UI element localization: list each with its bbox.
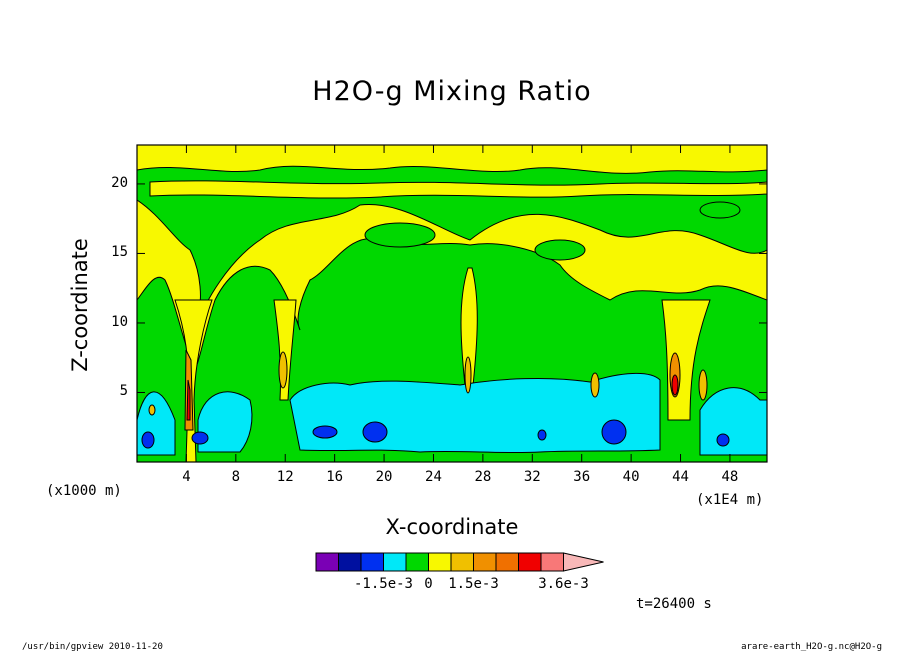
blue-core — [312, 425, 338, 439]
colorbar-label: 0 — [424, 576, 433, 592]
chart-title: H2O-g Mixing Ratio — [312, 76, 592, 107]
colorbar-swatch — [338, 552, 362, 572]
x-tick-label: 36 — [573, 469, 591, 485]
x-tick-label: 28 — [474, 469, 492, 485]
blue-core — [716, 433, 730, 447]
contour-field — [137, 145, 767, 462]
orange-core — [148, 404, 156, 416]
colorbar-swatch — [428, 552, 452, 572]
x-tick-label: 16 — [326, 469, 344, 485]
x-tick-label: 8 — [231, 469, 241, 485]
colorbar-label: 3.6e-3 — [538, 576, 589, 592]
x-unit-label: (x1000 m) — [46, 483, 122, 499]
orange-core — [698, 369, 708, 401]
y-axis-label: Z-coordinate — [68, 238, 92, 372]
plot-frame — [136, 144, 768, 463]
colorbar-swatch — [360, 552, 384, 572]
y-tick-label: 10 — [111, 313, 128, 330]
y-tick-label: 15 — [111, 244, 128, 261]
x-tick-label: 44 — [672, 469, 689, 485]
lower-cyan-layer — [289, 372, 661, 454]
x-tick-label: 40 — [622, 469, 640, 485]
colorbar-swatch — [495, 552, 519, 572]
tower-4 — [174, 299, 213, 462]
x-scale-note: (x1E4 m) — [696, 492, 764, 508]
red-core — [671, 374, 679, 396]
blue-core — [601, 419, 627, 445]
blue-core — [141, 431, 155, 449]
mid-yellow-canopy — [137, 199, 767, 372]
blue-core — [191, 431, 209, 445]
green-hole — [534, 239, 586, 261]
colorbar-swatch — [315, 552, 339, 572]
upper-yellow-band-2 — [149, 180, 767, 199]
tower-12 — [273, 299, 297, 401]
y-tick-label: 20 — [111, 174, 128, 191]
blue-core — [537, 429, 547, 441]
green-hole — [699, 201, 741, 219]
footer-right: arare-earth_H2O-g.nc@H2O-g — [741, 642, 882, 652]
x-tick-label: 12 — [276, 469, 294, 485]
lower-cyan-left-2 — [197, 391, 253, 453]
colorbar-swatch — [405, 552, 429, 572]
y-tick-label: 5 — [119, 383, 128, 400]
x-tick-label: 32 — [523, 469, 541, 485]
footer-left: /usr/bin/gpview 2010-11-20 — [22, 642, 163, 652]
colorbar-swatch — [540, 552, 564, 572]
orange-core — [464, 356, 472, 394]
x-tick-label: 4 — [182, 469, 191, 485]
colorbar-swatch — [518, 552, 542, 572]
x-axis-label: X-coordinate — [385, 515, 519, 539]
x-tick-label: 24 — [425, 469, 442, 485]
colorbar-swatch — [450, 552, 474, 572]
time-label: t=26400 s — [636, 596, 712, 612]
orange-core — [590, 372, 600, 398]
axis-ticks — [137, 145, 767, 462]
lower-cyan-right — [699, 387, 767, 456]
blue-core — [362, 421, 388, 443]
colorbar-extend-arrow — [563, 552, 604, 572]
red-core — [186, 379, 191, 421]
x-tick-label: 20 — [375, 469, 393, 485]
upper-yellow-band — [137, 145, 767, 174]
orange-core — [278, 351, 288, 389]
colorbar-swatch — [473, 552, 497, 572]
green-hole — [364, 222, 436, 248]
colorbar-swatch — [383, 552, 407, 572]
colorbar-label: 1.5e-3 — [448, 576, 499, 592]
colorbar — [315, 552, 604, 572]
colorbar-label: -1.5e-3 — [353, 576, 413, 592]
x-tick-label: 48 — [721, 469, 739, 485]
